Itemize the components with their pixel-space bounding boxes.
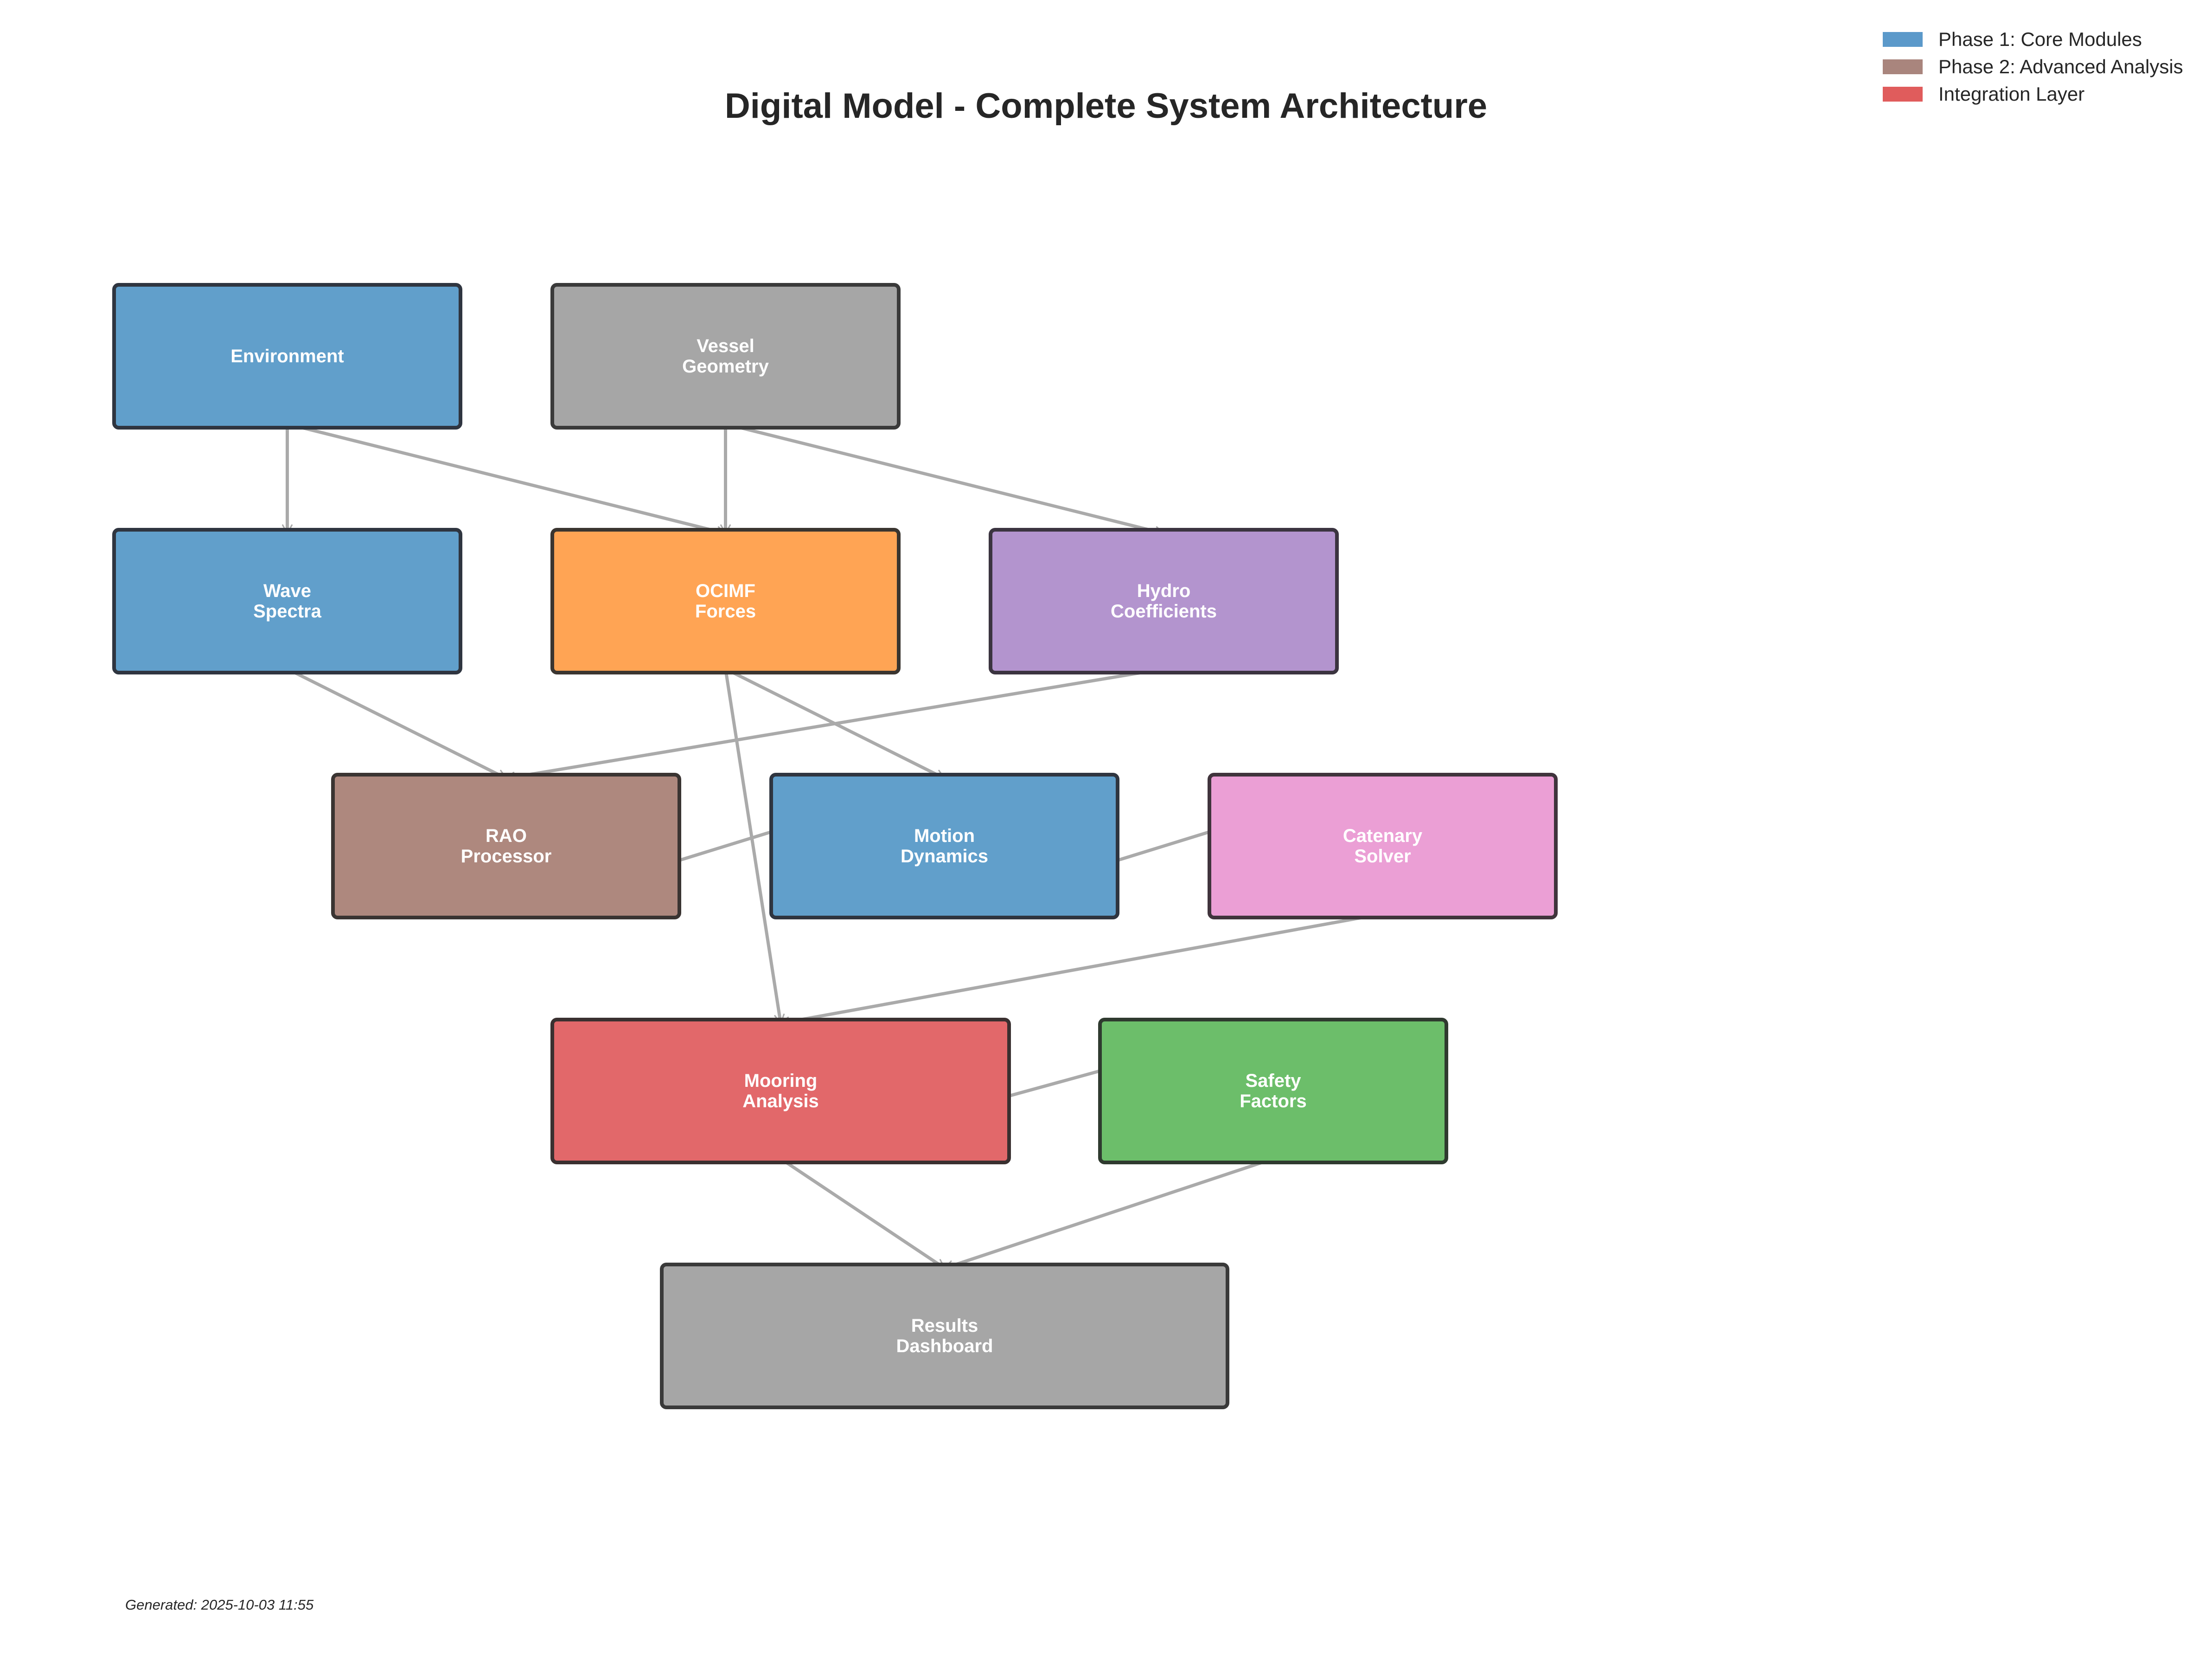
node-rao-processor: RAO Processor xyxy=(331,773,681,919)
legend-swatch-phase-2 xyxy=(1883,59,1923,74)
node-label-results-dashboard: Results Dashboard xyxy=(896,1316,993,1356)
node-label-hydro-coefficients: Hydro Coefficients xyxy=(1111,581,1217,622)
node-label-vessel-geometry: Vessel Geometry xyxy=(682,336,769,377)
edge-wave-spectra-to-rao-processor xyxy=(286,667,508,780)
legend-label-integration: Integration Layer xyxy=(1938,83,2085,105)
edge-catenary-solver-to-mooring-analysis xyxy=(779,912,1384,1027)
node-ocimf-forces: OCIMF Forces xyxy=(550,528,901,674)
node-vessel-geometry: Vessel Geometry xyxy=(550,283,901,430)
legend-item-integration: Integration Layer xyxy=(1883,80,2183,108)
node-label-safety-factors: Safety Factors xyxy=(1240,1071,1307,1111)
node-catenary-solver: Catenary Solver xyxy=(1208,773,1558,919)
node-mooring-analysis: Mooring Analysis xyxy=(550,1018,1011,1164)
diagram-title: Digital Model - Complete System Architec… xyxy=(724,86,1488,126)
node-label-catenary-solver: Catenary Solver xyxy=(1343,826,1423,867)
node-label-motion-dynamics: Motion Dynamics xyxy=(901,826,988,867)
node-safety-factors: Safety Factors xyxy=(1098,1018,1448,1164)
edge-safety-factors-to-results-dashboard xyxy=(943,1157,1275,1271)
legend-item-phase-2: Phase 2: Advanced Analysis xyxy=(1883,53,2183,80)
node-hydro-coefficients: Hydro Coefficients xyxy=(989,528,1339,674)
node-wave-spectra: Wave Spectra xyxy=(112,528,462,674)
node-label-wave-spectra: Wave Spectra xyxy=(253,581,321,622)
node-motion-dynamics: Motion Dynamics xyxy=(769,773,1119,919)
legend: Phase 1: Core Modules Phase 2: Advanced … xyxy=(1883,26,2183,108)
node-label-ocimf-forces: OCIMF Forces xyxy=(695,581,756,622)
node-label-mooring-analysis: Mooring Analysis xyxy=(742,1071,819,1111)
generated-timestamp: Generated: 2025-10-03 11:55 xyxy=(125,1597,314,1613)
node-label-rao-processor: RAO Processor xyxy=(460,826,552,867)
legend-item-phase-1: Phase 1: Core Modules xyxy=(1883,26,2183,53)
edge-vessel-geometry-to-hydro-coefficients xyxy=(724,422,1165,537)
edge-environment-to-ocimf-forces xyxy=(286,422,727,537)
node-label-environment: Environment xyxy=(230,346,344,366)
legend-swatch-phase-1 xyxy=(1883,32,1923,47)
edge-hydro-coefficients-to-rao-processor xyxy=(505,667,1165,783)
node-environment: Environment xyxy=(112,283,462,430)
legend-swatch-integration xyxy=(1883,86,1923,102)
edge-mooring-analysis-to-results-dashboard xyxy=(779,1157,946,1270)
edge-ocimf-forces-to-mooring-analysis xyxy=(724,667,785,1025)
node-results-dashboard: Results Dashboard xyxy=(660,1263,1229,1409)
legend-label-phase-2: Phase 2: Advanced Analysis xyxy=(1938,55,2183,77)
legend-label-phase-1: Phase 1: Core Modules xyxy=(1938,28,2142,50)
